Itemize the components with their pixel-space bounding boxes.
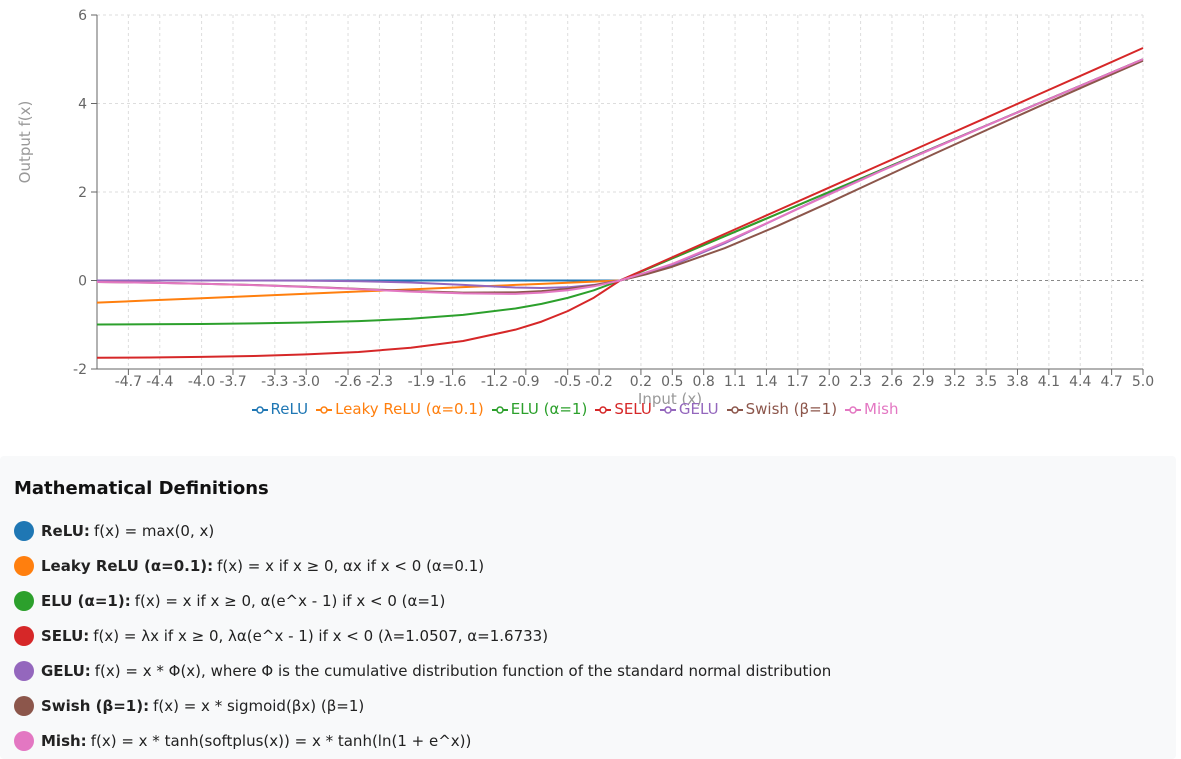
color-dot-icon	[14, 555, 34, 576]
legend-item[interactable]: ELU (α=1)	[491, 400, 588, 418]
x-tick-label: 1.1	[724, 374, 746, 390]
definition-row: GELU: f(x) = x * Φ(x), where Φ is the cum…	[14, 653, 831, 688]
x-tick-label: -3.7	[219, 374, 246, 390]
definition-name: GELU:	[41, 661, 91, 680]
legend-label: Leaky ReLU (α=0.1)	[335, 400, 484, 418]
legend-item[interactable]: GELU	[659, 400, 719, 418]
x-tick-label: 2.0	[818, 374, 840, 390]
x-tick-label: -4.0	[188, 374, 215, 390]
x-tick-label: 0.2	[630, 374, 652, 390]
definition-formula: f(x) = x if x ≥ 0, αx if x < 0 (α=0.1)	[217, 556, 485, 575]
chart-legend: ReLU Leaky ReLU (α=0.1) ELU (α=1) SELU GELU S…	[0, 400, 1150, 418]
activation-functions-chart: -4.7 -4.4 -4.0 -3.7 -3.3 -3.0 -2.6 -2.3 -1.9 -1.6…	[16, 8, 1154, 408]
legend-label: ELU (α=1)	[510, 400, 588, 418]
legend-marker-icon	[726, 405, 743, 414]
x-tick-label: -1.2	[481, 374, 508, 390]
x-tick-label: 0.8	[693, 374, 715, 390]
x-tick-label: -2.3	[366, 374, 393, 390]
definitions-panel: Mathematical Definitions ReLU: f(x) = max…	[0, 456, 1176, 759]
definition-formula: f(x) = x * sigmoid(βx) (β=1)	[153, 696, 365, 715]
series-line-selu	[96, 47, 1144, 359]
definition-name: SELU:	[41, 626, 90, 645]
legend-marker-icon	[595, 405, 612, 414]
x-tick-label: 4.1	[1038, 374, 1060, 390]
legend-marker-icon	[659, 405, 676, 414]
x-tick-label: 2.6	[881, 374, 903, 390]
color-dot-icon	[14, 520, 34, 541]
definition-formula: f(x) = max(0, x)	[93, 521, 215, 540]
legend-label: ReLU	[270, 400, 309, 418]
definition-row: ReLU: f(x) = max(0, x)	[14, 513, 831, 548]
legend-label: Mish	[864, 400, 899, 418]
x-tick-label: -0.5	[554, 374, 581, 390]
x-tick-label: -1.9	[408, 374, 435, 390]
legend-marker-icon	[316, 405, 333, 414]
color-dot-icon	[14, 695, 34, 716]
definition-row: Leaky ReLU (α=0.1): f(x) = x if x ≥ 0, αx…	[14, 548, 831, 583]
legend-item[interactable]: SELU	[595, 400, 652, 418]
x-tick-label: 3.8	[1006, 374, 1028, 390]
series-line-mish	[96, 58, 1144, 295]
chart-area: -4.7 -4.4 -4.0 -3.7 -3.3 -3.0 -2.6 -2.3 -1.9 -1.6…	[0, 8, 1154, 418]
x-tick-label: -3.0	[293, 374, 320, 390]
definition-name: Mish:	[41, 731, 87, 750]
definition-formula: f(x) = x * tanh(softplus(x)) = x * tanh(…	[90, 731, 472, 750]
x-tick-label: 3.2	[944, 374, 966, 390]
x-tick-label: 1.7	[787, 374, 809, 390]
y-tick-label: 4	[78, 97, 87, 113]
definition-name: Leaky ReLU (α=0.1):	[41, 556, 214, 575]
definitions-list: ReLU: f(x) = max(0, x) Leaky ReLU (α=0.1):…	[14, 513, 831, 758]
legend-marker-icon	[251, 405, 268, 414]
definition-row: Mish: f(x) = x * tanh(softplus(x)) = x * …	[14, 723, 831, 758]
definition-row: SELU: f(x) = λx if x ≥ 0, λα(e^x - 1) if …	[14, 618, 831, 653]
x-tick-label: 5.0	[1132, 374, 1154, 390]
x-tick-label: -0.2	[585, 374, 612, 390]
legend-marker-icon	[491, 405, 508, 414]
x-tick-label: 2.9	[912, 374, 934, 390]
x-tick-label: -1.6	[439, 374, 466, 390]
x-tick-label: 4.4	[1069, 374, 1091, 390]
legend-label: GELU	[678, 400, 719, 418]
definition-formula: f(x) = x if x ≥ 0, α(e^x - 1) if x < 0 (…	[134, 591, 446, 610]
definitions-heading: Mathematical Definitions	[14, 478, 269, 499]
legend-item[interactable]: Swish (β=1)	[726, 400, 838, 418]
definition-row: ELU (α=1): f(x) = x if x ≥ 0, α(e^x - 1) …	[14, 583, 831, 618]
legend-label: Swish (β=1)	[745, 400, 838, 418]
definition-formula: f(x) = x * Φ(x), where Φ is the cumulati…	[94, 661, 832, 680]
x-tick-label: -4.4	[146, 374, 173, 390]
y-tick-label: 0	[78, 274, 87, 290]
x-tick-label: 4.7	[1100, 374, 1122, 390]
color-dot-icon	[14, 730, 34, 751]
x-tick-label: 3.5	[975, 374, 997, 390]
definition-name: ReLU:	[41, 521, 90, 540]
series-line-relu	[97, 58, 1144, 282]
y-tick-label: -2	[73, 362, 87, 378]
x-tick-label: 1.4	[755, 374, 777, 390]
y-tick-label: 2	[78, 185, 87, 201]
x-tick-label: -2.6	[334, 374, 361, 390]
color-dot-icon	[14, 590, 34, 611]
color-dot-icon	[14, 625, 34, 646]
definition-name: Swish (β=1):	[41, 696, 150, 715]
x-tick-label: -3.3	[261, 374, 288, 390]
y-tick-label: 6	[78, 8, 87, 24]
x-tick-label: 2.3	[849, 374, 871, 390]
legend-label: SELU	[614, 400, 652, 418]
x-tick-label: -4.7	[115, 374, 142, 390]
x-tick-label: -0.9	[512, 374, 539, 390]
legend-item[interactable]: ReLU	[251, 400, 309, 418]
definition-name: ELU (α=1):	[41, 591, 131, 610]
legend-marker-icon	[845, 405, 862, 414]
x-tick-label: 0.5	[661, 374, 683, 390]
y-axis-label: Output f(x)	[16, 101, 34, 184]
x-axis-label: Input (x)	[638, 390, 702, 408]
legend-item[interactable]: Leaky ReLU (α=0.1)	[316, 400, 484, 418]
definition-row: Swish (β=1): f(x) = x * sigmoid(βx) (β=1)	[14, 688, 831, 723]
color-dot-icon	[14, 660, 34, 681]
definition-formula: f(x) = λx if x ≥ 0, λα(e^x - 1) if x < 0…	[93, 626, 549, 645]
legend-item[interactable]: Mish	[845, 400, 898, 418]
